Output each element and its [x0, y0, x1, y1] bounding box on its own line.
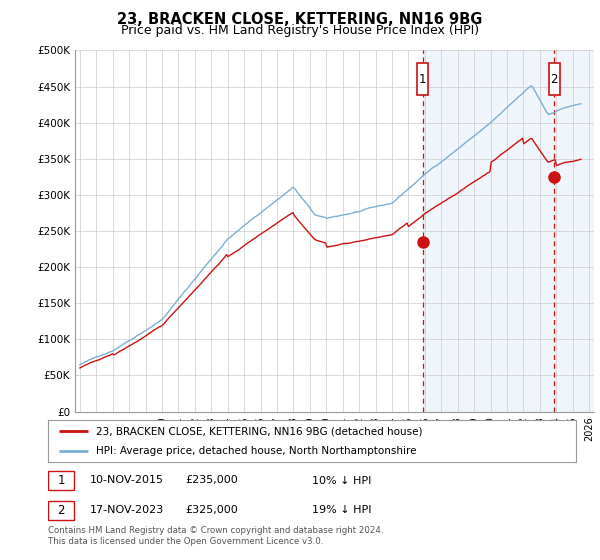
- Bar: [417, 63, 428, 95]
- Text: Contains HM Land Registry data © Crown copyright and database right 2024.
This d: Contains HM Land Registry data © Crown c…: [48, 526, 383, 546]
- Text: HPI: Average price, detached house, North Northamptonshire: HPI: Average price, detached house, Nort…: [95, 446, 416, 456]
- Text: 19% ↓ HPI: 19% ↓ HPI: [312, 505, 371, 515]
- Text: Price paid vs. HM Land Registry's House Price Index (HPI): Price paid vs. HM Land Registry's House …: [121, 24, 479, 36]
- Text: £325,000: £325,000: [185, 505, 238, 515]
- Text: £235,000: £235,000: [185, 475, 238, 486]
- Bar: [48, 471, 74, 490]
- Text: 23, BRACKEN CLOSE, KETTERING, NN16 9BG (detached house): 23, BRACKEN CLOSE, KETTERING, NN16 9BG (…: [95, 426, 422, 436]
- Bar: [548, 63, 560, 95]
- Text: 23, BRACKEN CLOSE, KETTERING, NN16 9BG: 23, BRACKEN CLOSE, KETTERING, NN16 9BG: [118, 12, 482, 27]
- Text: 10% ↓ HPI: 10% ↓ HPI: [312, 475, 371, 486]
- Text: 1: 1: [419, 73, 427, 86]
- Text: 2: 2: [551, 73, 558, 86]
- Text: 17-NOV-2023: 17-NOV-2023: [90, 505, 164, 515]
- Bar: [422, 50, 594, 412]
- Text: 10-NOV-2015: 10-NOV-2015: [90, 475, 164, 486]
- Text: 1: 1: [58, 474, 65, 487]
- Bar: [48, 501, 74, 520]
- Text: 2: 2: [58, 503, 65, 517]
